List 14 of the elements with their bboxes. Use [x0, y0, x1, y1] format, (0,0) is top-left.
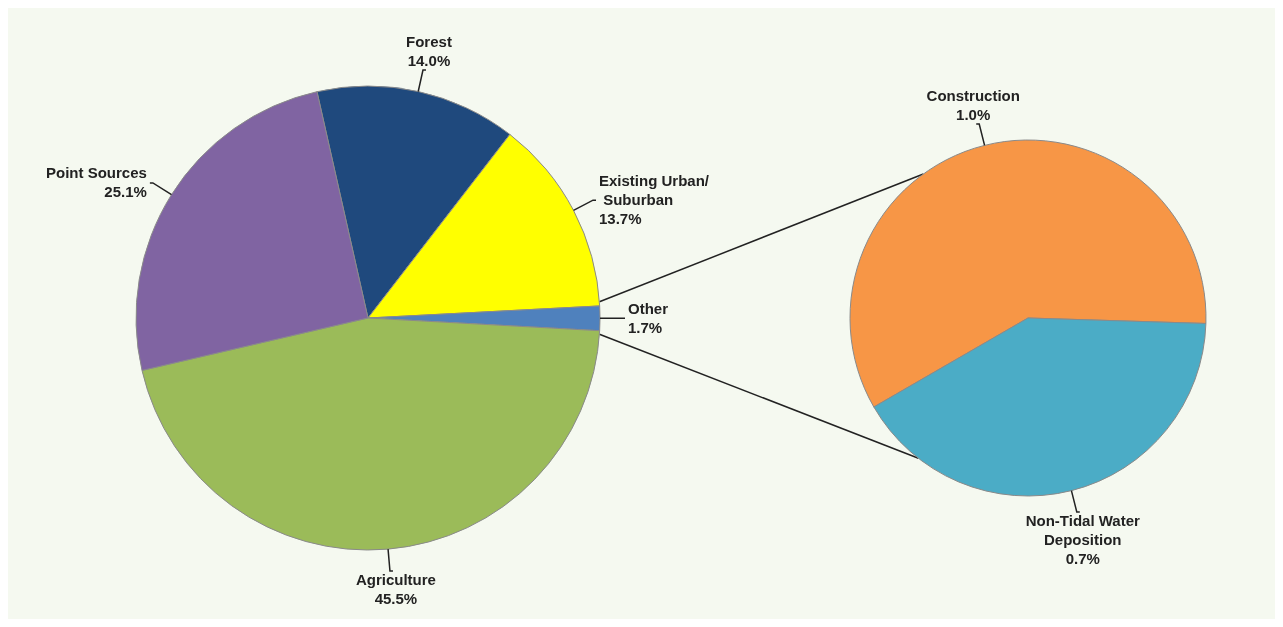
slice-label: Construction — [926, 87, 1020, 105]
slice-label: Point Sources — [46, 164, 147, 182]
slice-label: Forest — [406, 33, 452, 51]
data-label: 25.1% — [104, 183, 147, 201]
data-label: 0.7% — [1065, 549, 1100, 567]
data-label: 1.7% — [628, 318, 663, 336]
slice-label: Non-Tidal Water Deposition — [1025, 511, 1141, 548]
data-label: 14.0% — [407, 52, 451, 70]
slice-label: Existing Urban/ Suburban — [599, 172, 710, 209]
slice-label: Agriculture — [355, 571, 436, 589]
slice-label: Other — [628, 299, 669, 317]
data-label: 13.7% — [599, 210, 642, 228]
data-label: 1.0% — [956, 106, 991, 124]
data-label: 45.5% — [374, 590, 418, 608]
